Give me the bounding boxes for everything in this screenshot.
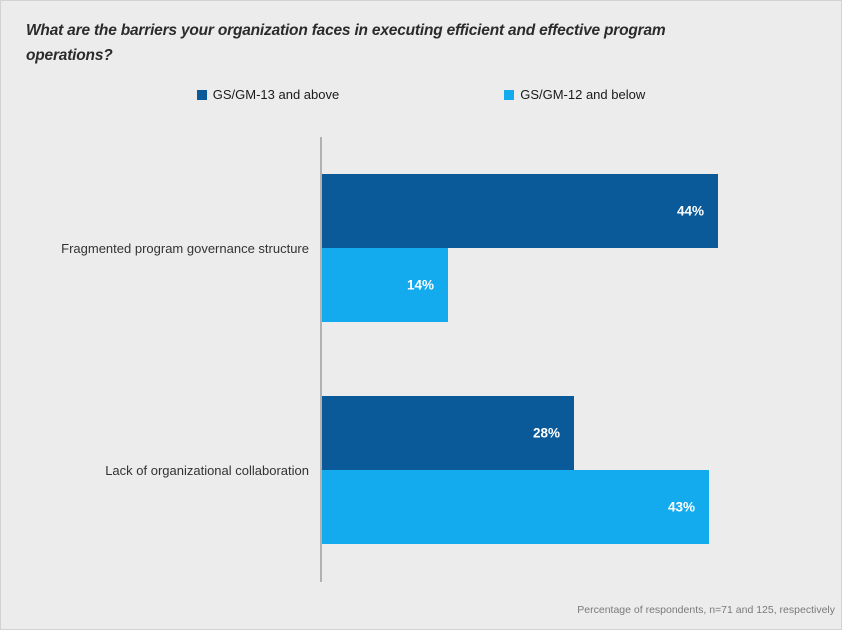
- legend-label-gsgm13: GS/GM-13 and above: [212, 87, 340, 102]
- bar-gsgm13-governance: 44%: [322, 174, 718, 248]
- bar-value-label-gsgm13-governance: 44%: [676, 203, 704, 219]
- bar-group-governance: Fragmented program governance structure …: [1, 174, 841, 322]
- bar-value-label-gsgm12-collaboration: 43%: [667, 499, 695, 515]
- bar-gsgm12-governance: 14%: [322, 248, 448, 322]
- bar-value-label-gsgm13-collaboration: 28%: [532, 425, 560, 441]
- legend-item-gsgm12: GS/GM-12 and below: [504, 87, 645, 102]
- legend-swatch-gsgm13-icon: [196, 89, 207, 100]
- legend-label-gsgm12: GS/GM-12 and below: [520, 87, 646, 102]
- bar-stack-collaboration: 28% 43%: [322, 396, 709, 544]
- y-axis-line: [320, 137, 322, 582]
- legend: GS/GM-13 and above GS/GM-12 and below: [1, 87, 841, 102]
- bar-gsgm13-collaboration: 28%: [322, 396, 574, 470]
- legend-item-gsgm13: GS/GM-13 and above: [196, 87, 340, 102]
- chart-title-line-1: What are the barriers your organization …: [26, 22, 666, 39]
- footnote: Percentage of respondents, n=71 and 125,…: [577, 604, 835, 616]
- bar-group-collaboration: Lack of organizational collaboration 28%…: [1, 396, 841, 544]
- category-label-governance: Fragmented program governance structure: [61, 240, 309, 256]
- plot-area: Fragmented program governance structure …: [1, 137, 841, 582]
- bar-gsgm12-collaboration: 43%: [322, 470, 709, 544]
- bar-value-label-gsgm12-governance: 14%: [406, 277, 434, 293]
- chart-title-line-2: operations?: [26, 47, 113, 64]
- legend-swatch-gsgm12-icon: [504, 89, 515, 100]
- chart-title: What are the barriers your organization …: [26, 18, 666, 68]
- category-label-collaboration: Lack of organizational collaboration: [105, 462, 309, 478]
- bar-stack-governance: 44% 14%: [322, 174, 718, 322]
